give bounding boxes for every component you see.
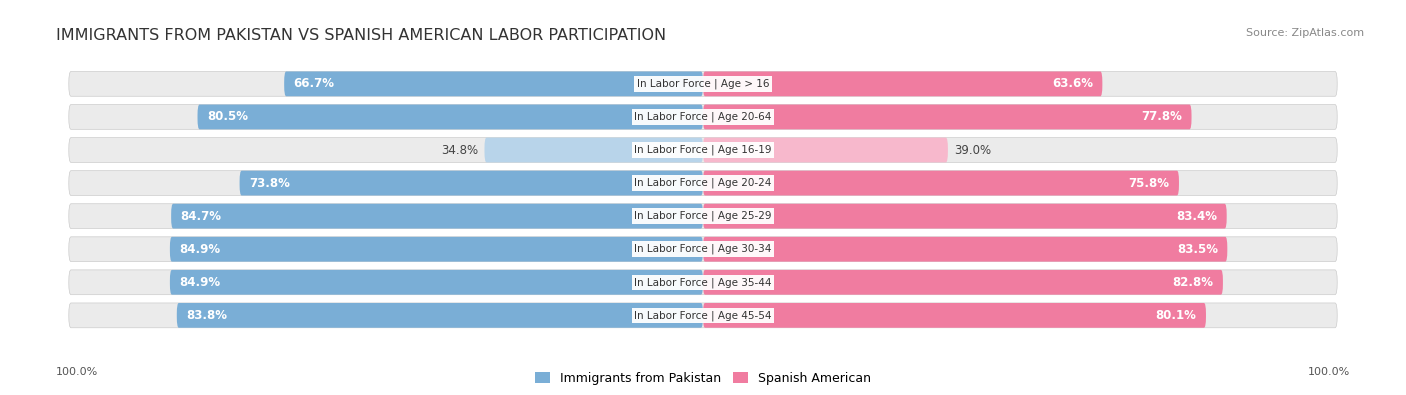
Text: In Labor Force | Age 16-19: In Labor Force | Age 16-19 xyxy=(634,145,772,155)
Text: 34.8%: 34.8% xyxy=(441,143,478,156)
FancyBboxPatch shape xyxy=(69,137,1337,162)
FancyBboxPatch shape xyxy=(69,71,1337,96)
Legend: Immigrants from Pakistan, Spanish American: Immigrants from Pakistan, Spanish Americ… xyxy=(534,372,872,385)
FancyBboxPatch shape xyxy=(170,270,703,295)
FancyBboxPatch shape xyxy=(69,303,1337,328)
FancyBboxPatch shape xyxy=(703,204,1226,229)
Text: 77.8%: 77.8% xyxy=(1142,111,1182,124)
FancyBboxPatch shape xyxy=(284,71,703,96)
Text: Source: ZipAtlas.com: Source: ZipAtlas.com xyxy=(1246,28,1364,38)
FancyBboxPatch shape xyxy=(69,237,1337,261)
Text: 80.1%: 80.1% xyxy=(1156,309,1197,322)
Text: In Labor Force | Age > 16: In Labor Force | Age > 16 xyxy=(637,79,769,89)
FancyBboxPatch shape xyxy=(703,303,1206,328)
Text: 100.0%: 100.0% xyxy=(1308,367,1350,377)
FancyBboxPatch shape xyxy=(703,171,1180,196)
FancyBboxPatch shape xyxy=(703,137,948,162)
FancyBboxPatch shape xyxy=(703,237,1227,261)
Text: 66.7%: 66.7% xyxy=(294,77,335,90)
FancyBboxPatch shape xyxy=(703,105,1191,129)
Text: 73.8%: 73.8% xyxy=(249,177,290,190)
Text: 83.8%: 83.8% xyxy=(186,309,228,322)
Text: IMMIGRANTS FROM PAKISTAN VS SPANISH AMERICAN LABOR PARTICIPATION: IMMIGRANTS FROM PAKISTAN VS SPANISH AMER… xyxy=(56,28,666,43)
FancyBboxPatch shape xyxy=(170,237,703,261)
Text: 63.6%: 63.6% xyxy=(1052,77,1092,90)
FancyBboxPatch shape xyxy=(197,105,703,129)
Text: 83.4%: 83.4% xyxy=(1177,210,1218,223)
Text: 84.7%: 84.7% xyxy=(180,210,222,223)
FancyBboxPatch shape xyxy=(69,204,1337,229)
Text: 82.8%: 82.8% xyxy=(1173,276,1213,289)
FancyBboxPatch shape xyxy=(703,71,1102,96)
Text: 75.8%: 75.8% xyxy=(1129,177,1170,190)
Text: 100.0%: 100.0% xyxy=(56,367,98,377)
Text: In Labor Force | Age 35-44: In Labor Force | Age 35-44 xyxy=(634,277,772,288)
Text: 84.9%: 84.9% xyxy=(180,243,221,256)
Text: In Labor Force | Age 25-29: In Labor Force | Age 25-29 xyxy=(634,211,772,222)
FancyBboxPatch shape xyxy=(69,171,1337,196)
FancyBboxPatch shape xyxy=(172,204,703,229)
Text: In Labor Force | Age 20-24: In Labor Force | Age 20-24 xyxy=(634,178,772,188)
FancyBboxPatch shape xyxy=(485,137,703,162)
Text: 84.9%: 84.9% xyxy=(180,276,221,289)
Text: In Labor Force | Age 30-34: In Labor Force | Age 30-34 xyxy=(634,244,772,254)
FancyBboxPatch shape xyxy=(703,270,1223,295)
Text: In Labor Force | Age 45-54: In Labor Force | Age 45-54 xyxy=(634,310,772,321)
FancyBboxPatch shape xyxy=(239,171,703,196)
Text: 83.5%: 83.5% xyxy=(1177,243,1218,256)
FancyBboxPatch shape xyxy=(69,270,1337,295)
Text: In Labor Force | Age 20-64: In Labor Force | Age 20-64 xyxy=(634,112,772,122)
Text: 39.0%: 39.0% xyxy=(955,143,991,156)
FancyBboxPatch shape xyxy=(69,105,1337,129)
FancyBboxPatch shape xyxy=(177,303,703,328)
Text: 80.5%: 80.5% xyxy=(207,111,247,124)
